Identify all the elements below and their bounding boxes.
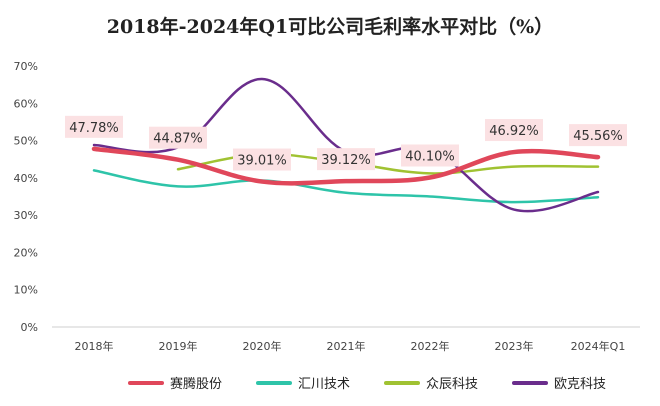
y-tick-label: 20% <box>14 246 38 259</box>
y-tick-label: 50% <box>14 135 38 148</box>
data-label-bg <box>317 148 375 171</box>
data-label-text: 45.56% <box>573 129 623 144</box>
y-tick-label: 60% <box>14 97 38 110</box>
x-tick-label: 2023年 <box>495 339 534 353</box>
data-label-text: 39.01% <box>237 154 287 169</box>
series-line-1 <box>92 169 600 204</box>
x-tick-label: 2022年 <box>411 339 450 353</box>
y-tick-label: 70% <box>14 60 38 73</box>
x-tick-label: 2021年 <box>327 339 366 353</box>
data-label-text: 39.12% <box>321 153 371 168</box>
data-label-text: 47.78% <box>69 121 119 136</box>
data-label-text: 44.87% <box>153 132 203 147</box>
data-label: 44.87% <box>149 126 207 149</box>
y-tick-label: 10% <box>14 284 38 297</box>
data-label: 39.12% <box>317 148 375 171</box>
legend: 赛腾股份 汇川技术 众辰科技 欧克科技 <box>128 376 606 392</box>
legend-label: 欧克科技 <box>554 377 606 392</box>
x-axis: 2018年 2019年 2020年 2021年 2022年 2023年 2024年Q1 <box>52 326 640 353</box>
data-label: 46.92% <box>485 119 543 142</box>
x-tick-label: 2019年 <box>159 339 198 353</box>
data-label: 39.01% <box>233 148 291 171</box>
x-tick-label: 2018年 <box>75 339 114 353</box>
y-axis: 0% 10% 20% 30% 40% 50% 60% 70% <box>14 60 38 334</box>
data-label-bg <box>65 115 123 138</box>
x-tick-label: 2024年Q1 <box>571 339 626 353</box>
legend-item: 赛腾股份 <box>128 376 222 392</box>
data-label-bg <box>149 126 207 149</box>
chart-title: 2018年-2024年Q1可比公司毛利率水平对比（%） <box>107 15 553 38</box>
legend-item: 汇川技术 <box>256 377 350 392</box>
legend-label: 赛腾股份 <box>170 376 222 392</box>
data-label: 45.56% <box>569 124 627 147</box>
legend-item: 众辰科技 <box>384 377 478 392</box>
data-label-text: 40.10% <box>405 149 455 164</box>
data-labels: 47.78% 44.87% 39.01% 39.12% 40.10% 46.92% 45.5… <box>65 115 627 171</box>
legend-label: 众辰科技 <box>426 377 478 392</box>
data-label-text: 46.92% <box>489 124 539 139</box>
data-label-bg <box>485 119 543 142</box>
y-tick-label: 0% <box>21 321 38 334</box>
y-tick-label: 30% <box>14 209 38 222</box>
data-label: 47.78% <box>65 115 123 138</box>
y-tick-label: 40% <box>14 172 38 185</box>
legend-item: 欧克科技 <box>512 377 606 392</box>
series-line-0 <box>91 146 601 186</box>
x-tick-label: 2020年 <box>243 339 282 353</box>
legend-label: 汇川技术 <box>298 377 350 392</box>
data-label-bg <box>233 148 291 171</box>
data-label-bg <box>401 144 459 167</box>
data-label: 40.10% <box>401 144 459 167</box>
data-label-bg <box>569 124 627 147</box>
